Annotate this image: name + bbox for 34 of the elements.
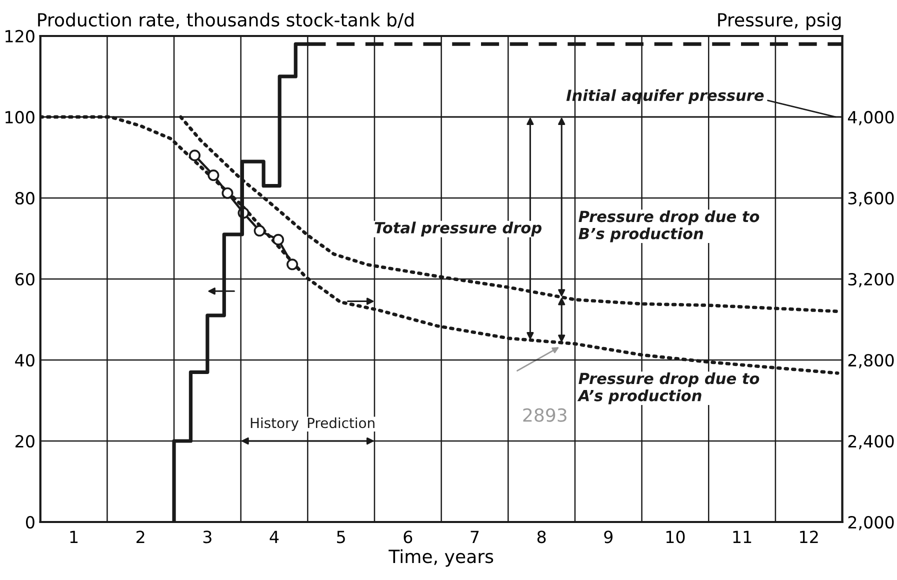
x-tick-label: 3: [203, 530, 212, 544]
x-axis-title: Time, years: [388, 549, 494, 567]
annotation: Total pressure drop: [374, 222, 542, 236]
x-tick-label: 10: [666, 530, 685, 544]
y-axis-title: Production rate, thousands stock-tank b/d: [38, 12, 414, 28]
y2-tick-label: 4,000: [848, 110, 894, 126]
annotation: Prediction: [308, 417, 374, 428]
annotation: Pressure drop due to A’s production: [577, 372, 760, 404]
annotation: 2893: [523, 408, 566, 422]
y2-tick-label: 3,600: [848, 192, 894, 206]
y-tick-label: 40: [15, 354, 34, 367]
y-tick-label: 120: [6, 30, 34, 43]
x-tick-label: 11: [733, 530, 752, 543]
y-tick-label: 20: [16, 434, 34, 448]
y-tick-label: 100: [6, 110, 34, 124]
x-tick-label: 12: [800, 530, 818, 543]
annotation: Pressure drop due to B’s production: [578, 210, 760, 242]
x-tick-label: 2: [136, 530, 144, 543]
y-tick-label: 0: [26, 516, 34, 529]
x-tick-label: 7: [470, 530, 479, 543]
x-tick-label: 8: [537, 530, 546, 544]
x-tick-label: 6: [404, 530, 412, 544]
x-tick-label: 1: [70, 530, 78, 543]
y-tick-label: 80: [15, 192, 34, 205]
annotation: History: [250, 417, 299, 431]
x-tick-label: 5: [337, 530, 345, 544]
y2-tick-label: 2,000: [848, 516, 894, 530]
x-tick-label: 9: [604, 530, 613, 544]
y-tick-label: 60: [15, 272, 34, 286]
y2-axis-title: Pressure, psig: [718, 12, 841, 30]
y2-tick-label: 3,200: [848, 272, 894, 288]
x-tick-label: 4: [270, 530, 279, 543]
y2-tick-label: 2,400: [848, 434, 894, 450]
y2-tick-label: 2,800: [848, 354, 894, 368]
